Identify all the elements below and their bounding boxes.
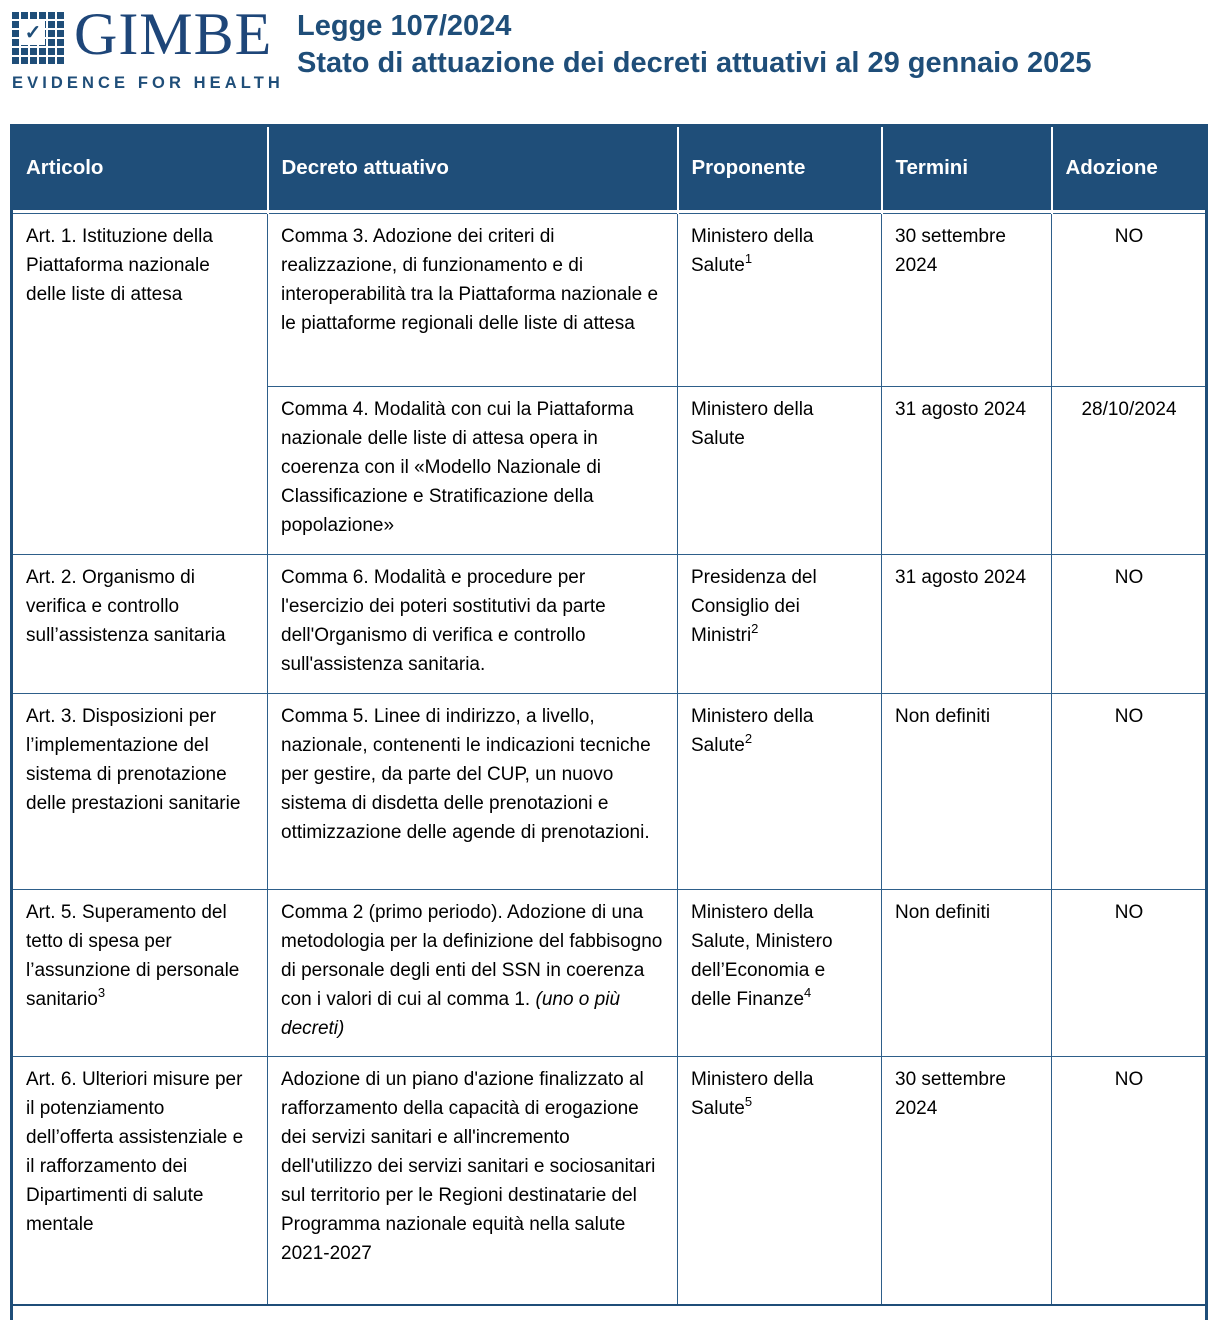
cell-decreto: Comma 4. Modalità con cui la Piattaforma… — [267, 386, 678, 555]
adozione-text: NO — [1114, 1069, 1144, 1090]
page-subtitle: Stato di attuazione dei decreti attuativ… — [297, 47, 1092, 79]
termini-text: 31 agosto 2024 — [895, 567, 1027, 588]
cell-proponente: Presidenza del Consiglio dei Ministri2 — [677, 554, 882, 694]
articolo-text: Art. 2. Organismo di verifica e controll… — [26, 567, 226, 646]
footnote-row — [11, 1303, 1207, 1320]
logo-row: ✓ GIMBE — [12, 2, 272, 70]
title-block: Legge 107/2024 Stato di attuazione dei d… — [297, 8, 1092, 82]
footnote-marker: 2 — [751, 620, 759, 636]
cell-adozione: NO — [1051, 1056, 1207, 1305]
cell-termini: 31 agosto 2024 — [881, 386, 1052, 555]
decreto-italic-text: (uno o più decreti) — [281, 989, 621, 1039]
adozione-text: NO — [1114, 226, 1144, 247]
decreto-text: Comma 3. Adozione dei criteri di realizz… — [281, 226, 659, 334]
cell-articolo: Art. 2. Organismo di verifica e controll… — [11, 554, 268, 694]
cell-termini: Non definiti — [881, 889, 1052, 1057]
table-row: Art. 1. Istituzione della Piattaforma na… — [11, 213, 1207, 555]
termini-text: 30 settembre 2024 — [895, 226, 1006, 276]
termini-text: 30 settembre 2024 — [895, 1069, 1006, 1119]
cell-articolo: Art. 5. Superamento del tetto di spesa p… — [11, 889, 268, 1057]
cell-adozione: NO — [1051, 213, 1207, 387]
proponente-text: Ministero della Salute — [691, 706, 814, 756]
check-icon: ✓ — [21, 21, 45, 45]
cell-termini: 30 settembre 2024 — [881, 213, 1052, 387]
footnote-marker: 5 — [744, 1093, 753, 1109]
cell-articolo: Art. 6. Ulteriori misure per il potenzia… — [11, 1056, 268, 1305]
footnote-marker: 3 — [97, 984, 106, 1000]
decreto-text: Comma 4. Modalità con cui la Piattaforma… — [281, 399, 634, 536]
proponente-text: Ministero della Salute — [691, 399, 814, 449]
decreto-text: Adozione di un piano d'azione finalizzat… — [281, 1069, 656, 1264]
cell-decreto: Adozione di un piano d'azione finalizzat… — [267, 1056, 678, 1305]
cell-decreto: Comma 5. Linee di indirizzo, a livello, … — [267, 693, 678, 890]
logo-tagline: EVIDENCE FOR HEALTH — [12, 74, 284, 92]
table-row: Art. 2. Organismo di verifica e controll… — [11, 554, 1207, 694]
table-row: Comma 4. Modalità con cui la Piattaforma… — [12, 386, 1207, 555]
footnote-marker: 1 — [744, 250, 753, 266]
adozione-text: 28/10/2024 — [1081, 399, 1177, 420]
adozione-text: NO — [1114, 902, 1144, 923]
column-header-proponente: Proponente — [677, 125, 883, 214]
adozione-text: NO — [1114, 706, 1144, 727]
table-row: Art. 6. Ulteriori misure per il potenzia… — [11, 1056, 1207, 1305]
cell-decreto: Comma 6. Modalità e procedure per l'eser… — [267, 554, 678, 694]
cell-decreto: Comma 2 (primo periodo). Adozione di una… — [267, 889, 678, 1057]
articolo-text: Art. 6. Ulteriori misure per il potenzia… — [26, 1069, 244, 1235]
articolo-text: Art. 1. Istituzione della Piattaforma na… — [26, 226, 213, 305]
cell-articolo: Art. 3. Disposizioni per l’implementazio… — [11, 693, 268, 890]
decreto-text: Comma 6. Modalità e procedure per l'eser… — [281, 567, 606, 675]
decreto-text: Comma 2 (primo periodo). Adozione di una… — [281, 902, 663, 1010]
cell-proponente: Ministero della Salute — [677, 386, 882, 555]
gimbe-logo: ✓ GIMBE EVIDENCE FOR HEALTH — [12, 2, 284, 93]
decreto-text: Comma 5. Linee di indirizzo, a livello, … — [281, 706, 651, 843]
cell-adozione: NO — [1051, 554, 1207, 694]
cell-decreto: Comma 3. Adozione dei criteri di realizz… — [267, 213, 678, 387]
cell-proponente: Ministero della Salute, Ministero dell’E… — [677, 889, 882, 1057]
cell-adozione: NO — [1051, 693, 1207, 890]
termini-text: Non definiti — [895, 902, 991, 923]
table-row: Art. 5. Superamento del tetto di spesa p… — [11, 889, 1207, 1057]
gimbe-grid-icon: ✓ — [12, 12, 64, 64]
cell-termini: 30 settembre 2024 — [881, 1056, 1052, 1305]
header-row: Articolo Decreto attuativo Proponente Te… — [11, 125, 1207, 214]
adozione-text: NO — [1114, 567, 1144, 588]
footnote-marker: 4 — [804, 984, 812, 1000]
cell-adozione: NO — [1051, 889, 1207, 1057]
footnote-marker: 2 — [744, 730, 753, 746]
termini-text: 31 agosto 2024 — [895, 399, 1027, 420]
cell-termini: Non definiti — [881, 693, 1052, 890]
cell-proponente: Ministero della Salute5 — [677, 1056, 882, 1305]
cell-articolo: Art. 1. Istituzione della Piattaforma na… — [11, 213, 268, 555]
column-header-termini: Termini — [881, 125, 1053, 214]
proponente-text: Ministero della Salute — [691, 226, 814, 276]
logo-wordmark: GIMBE — [74, 1, 273, 67]
cell-proponente: Ministero della Salute1 — [677, 213, 882, 387]
proponente-text: Ministero della Salute, Ministero dell’E… — [691, 902, 833, 1010]
page-title: Legge 107/2024 — [297, 10, 512, 42]
column-header-decreto: Decreto attuativo — [267, 125, 679, 214]
footnote-cell — [11, 1303, 1207, 1320]
cell-adozione: 28/10/2024 — [1051, 386, 1207, 555]
proponente-text: Presidenza del Consiglio dei Ministri — [691, 567, 817, 646]
articolo-text: Art. 5. Superamento del tetto di spesa p… — [26, 902, 240, 1010]
proponente-text: Ministero della Salute — [691, 1069, 814, 1119]
attuazione-table: Articolo Decreto attuativo Proponente Te… — [10, 124, 1208, 1320]
column-header-articolo: Articolo — [11, 125, 269, 214]
termini-text: Non definiti — [895, 706, 991, 727]
articolo-text: Art. 3. Disposizioni per l’implementazio… — [26, 706, 241, 814]
cell-proponente: Ministero della Salute2 — [677, 693, 882, 890]
table-row: Art. 3. Disposizioni per l’implementazio… — [11, 693, 1207, 890]
column-header-adozione: Adozione — [1051, 125, 1207, 214]
cell-termini: 31 agosto 2024 — [881, 554, 1052, 694]
